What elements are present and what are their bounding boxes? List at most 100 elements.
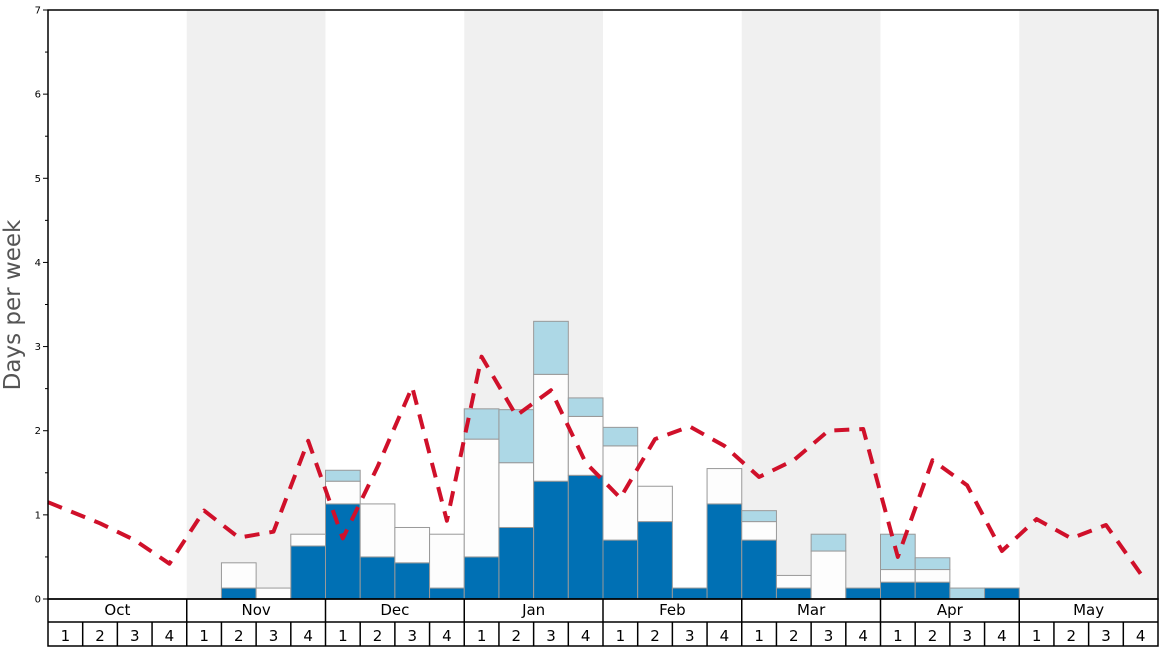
bar-bottom-19 xyxy=(671,587,708,600)
month-label-nov: Nov xyxy=(241,601,270,619)
month-shade-may xyxy=(1019,10,1158,599)
bar-middle-10 xyxy=(359,503,396,558)
week-label: 2 xyxy=(373,627,383,645)
week-label: 3 xyxy=(685,627,695,645)
bar-middle-16 xyxy=(567,415,604,476)
week-label: 4 xyxy=(1136,627,1146,645)
bar-middle-8 xyxy=(290,533,326,547)
week-label: 1 xyxy=(199,627,209,645)
month-label-oct: Oct xyxy=(104,601,130,619)
bar-middle-6 xyxy=(220,562,257,589)
week-label: 2 xyxy=(789,627,799,645)
bar-bottom-20 xyxy=(706,503,743,600)
bar-middle-13 xyxy=(463,438,500,558)
month-label-apr: Apr xyxy=(937,601,964,619)
week-label: 3 xyxy=(130,627,140,645)
bar-bottom-21 xyxy=(741,539,777,600)
labels: Days per week 0 1 2 3 4 5 6 7 Oct 1 2 3 4 Nov 1 2 3 4 Dec 1… xyxy=(0,6,1145,646)
week-label: 4 xyxy=(442,627,452,645)
week-label: 3 xyxy=(962,627,972,645)
bar-bottom-25 xyxy=(880,581,916,600)
month-label-feb: Feb xyxy=(659,601,686,619)
y-tick-label: 2 xyxy=(35,426,41,437)
bar-top-13 xyxy=(463,408,500,440)
y-tick-label: 3 xyxy=(35,342,41,353)
bar-middle-12 xyxy=(429,533,465,589)
bar-bottom-14 xyxy=(498,526,535,600)
bar-middle-22 xyxy=(775,574,812,589)
month-label-mar: Mar xyxy=(797,601,826,619)
week-label: 1 xyxy=(893,627,903,645)
bars xyxy=(220,320,1020,600)
bar-bottom-16 xyxy=(567,474,604,600)
bar-bottom-26 xyxy=(914,581,951,600)
bar-bottom-6 xyxy=(220,587,257,600)
week-label: 4 xyxy=(720,627,730,645)
bar-bottom-12 xyxy=(429,587,465,600)
bar-middle-14 xyxy=(498,462,535,528)
bar-top-23 xyxy=(810,533,847,552)
week-label: 1 xyxy=(754,627,764,645)
week-label: 3 xyxy=(824,627,834,645)
bar-bottom-24 xyxy=(845,587,881,600)
bar-top-16 xyxy=(567,397,604,417)
week-label: 4 xyxy=(303,627,313,645)
bar-middle-21 xyxy=(741,521,777,541)
y-tick-label: 7 xyxy=(35,6,41,17)
month-label-dec: Dec xyxy=(380,601,409,619)
y-tick-label: 5 xyxy=(35,174,41,185)
bar-middle-18 xyxy=(637,485,673,523)
bar-top-27 xyxy=(949,587,986,600)
bar-middle-25 xyxy=(880,569,916,583)
week-label: 4 xyxy=(165,627,175,645)
bar-top-14 xyxy=(498,409,535,464)
bar-middle-26 xyxy=(914,569,951,583)
bar-middle-11 xyxy=(394,526,431,564)
week-label: 4 xyxy=(858,627,868,645)
axes xyxy=(43,9,1159,647)
week-label: 2 xyxy=(650,627,660,645)
y-tick-label: 0 xyxy=(35,595,41,606)
bar-top-21 xyxy=(741,510,777,523)
week-label: 1 xyxy=(477,627,487,645)
bar-top-15 xyxy=(533,320,569,375)
bar-top-17 xyxy=(602,426,639,447)
bar-middle-17 xyxy=(602,445,639,541)
bar-middle-7 xyxy=(255,587,292,600)
week-label: 2 xyxy=(1067,627,1077,645)
week-label: 1 xyxy=(338,627,348,645)
bar-bottom-11 xyxy=(394,562,431,600)
week-label: 3 xyxy=(407,627,417,645)
bar-bottom-10 xyxy=(359,556,396,600)
y-tick-label: 1 xyxy=(35,510,41,521)
week-label: 3 xyxy=(1101,627,1111,645)
week-label: 1 xyxy=(1032,627,1042,645)
week-label: 3 xyxy=(269,627,279,645)
week-label: 4 xyxy=(581,627,591,645)
week-label: 2 xyxy=(928,627,938,645)
bar-bottom-17 xyxy=(602,539,639,600)
bar-middle-23 xyxy=(810,550,847,600)
bar-bottom-28 xyxy=(984,587,1020,600)
week-label: 1 xyxy=(616,627,626,645)
bar-bottom-22 xyxy=(775,587,812,600)
month-label-may: May xyxy=(1073,601,1104,619)
bar-top-26 xyxy=(914,557,951,571)
bar-bottom-15 xyxy=(533,480,569,600)
y-tick-label: 4 xyxy=(35,258,41,269)
month-shade-mar xyxy=(741,10,881,599)
week-label: 4 xyxy=(997,627,1007,645)
y-tick-label: 6 xyxy=(35,90,41,101)
bar-middle-20 xyxy=(706,468,743,505)
week-label: 2 xyxy=(95,627,105,645)
bar-bottom-8 xyxy=(290,545,326,600)
bar-middle-9 xyxy=(325,480,361,505)
week-label: 1 xyxy=(61,627,71,645)
month-shade-nov xyxy=(186,10,326,599)
bar-bottom-9 xyxy=(325,503,361,600)
bar-top-9 xyxy=(325,469,361,482)
y-axis-label: Days per week xyxy=(0,219,26,390)
week-label: 2 xyxy=(234,627,244,645)
month-label-jan: Jan xyxy=(521,601,545,619)
